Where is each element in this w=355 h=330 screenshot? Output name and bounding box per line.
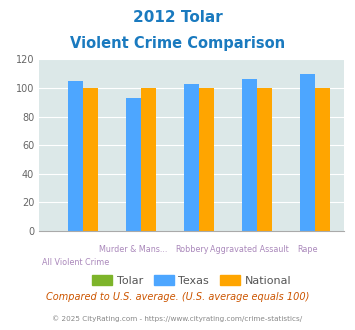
Bar	[126, 98, 141, 231]
Bar	[242, 80, 257, 231]
Text: © 2025 CityRating.com - https://www.cityrating.com/crime-statistics/: © 2025 CityRating.com - https://www.city…	[53, 315, 302, 322]
Text: Violent Crime Comparison: Violent Crime Comparison	[70, 36, 285, 51]
Text: Murder & Mans...: Murder & Mans...	[99, 245, 168, 254]
Text: All Violent Crime: All Violent Crime	[42, 258, 109, 267]
Bar	[300, 74, 315, 231]
Legend: Tolar, Texas, National: Tolar, Texas, National	[88, 271, 296, 291]
Text: Robbery: Robbery	[175, 245, 208, 254]
Text: Aggravated Assault: Aggravated Assault	[211, 245, 289, 254]
Bar	[141, 88, 156, 231]
Bar	[83, 88, 98, 231]
Bar	[184, 84, 199, 231]
Text: Rape: Rape	[297, 245, 318, 254]
Text: 2012 Tolar: 2012 Tolar	[133, 10, 222, 25]
Bar	[315, 88, 331, 231]
Bar	[68, 81, 83, 231]
Bar	[199, 88, 214, 231]
Bar	[257, 88, 272, 231]
Text: Compared to U.S. average. (U.S. average equals 100): Compared to U.S. average. (U.S. average …	[46, 292, 309, 302]
